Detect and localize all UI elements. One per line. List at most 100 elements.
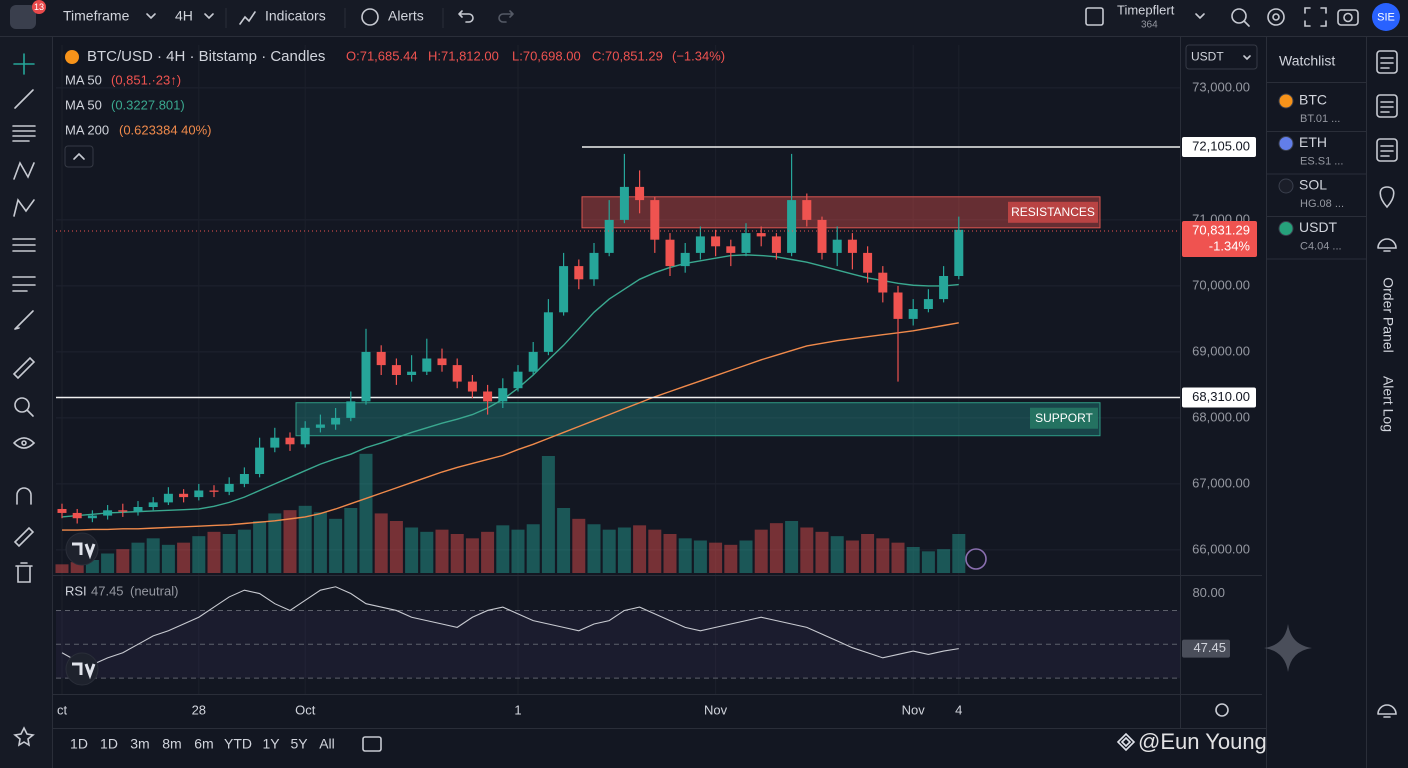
drawing-tool[interactable]	[13, 161, 35, 180]
x-tick-label: Oct	[295, 702, 316, 717]
candle-body	[528, 351, 538, 372]
currency-select[interactable]	[1185, 44, 1258, 70]
watch-symbol[interactable]: BTC	[1299, 92, 1327, 108]
y-tick-label: 66,000.00	[1192, 541, 1250, 556]
volume-bar	[709, 542, 723, 573]
drawing-tool[interactable]	[16, 487, 32, 505]
volume-bar	[541, 456, 555, 573]
candle-body	[133, 507, 143, 512]
drawing-tool[interactable]	[13, 726, 35, 747]
candle-body	[103, 510, 113, 516]
order-panel-tab[interactable]: Order Panel	[1380, 277, 1396, 352]
range-button[interactable]: 3m	[130, 736, 149, 752]
range-button[interactable]: 1D	[70, 736, 88, 752]
range-button[interactable]: 6m	[194, 736, 213, 752]
indicator-name[interactable]: MA 50	[65, 97, 102, 112]
x-tick-label: Nov	[902, 702, 926, 717]
drawing-tool[interactable]	[13, 53, 35, 75]
drawing-tool[interactable]	[12, 125, 36, 142]
candle-body	[878, 272, 888, 293]
rsi-line	[61, 586, 959, 666]
assistant-sparkle[interactable]	[1264, 624, 1312, 672]
volume-bar	[648, 529, 662, 573]
volume-bar	[161, 544, 175, 573]
settings-button[interactable]	[1267, 8, 1285, 26]
volume-bar	[861, 534, 875, 573]
drawing-tool[interactable]	[14, 397, 34, 417]
app-logo[interactable]	[10, 5, 36, 29]
watch-detail: C4.04 ...	[1300, 240, 1342, 252]
candle-body	[376, 351, 386, 366]
date-range-button[interactable]	[362, 736, 382, 752]
search-button[interactable]	[1231, 8, 1247, 24]
side-button[interactable]	[1377, 238, 1397, 252]
side-glyph	[1380, 57, 1394, 69]
range-button[interactable]: 1D	[100, 736, 118, 752]
chevron	[146, 13, 156, 20]
side-button[interactable]	[1376, 50, 1398, 74]
drawing-tool[interactable]	[12, 238, 36, 252]
alerts-button[interactable]: Alerts	[388, 8, 424, 24]
volume-bar	[450, 534, 464, 573]
alert-log-tab[interactable]: Alert Log	[1380, 376, 1396, 432]
rsi-title[interactable]: RSI	[65, 583, 87, 598]
fullscreen-button[interactable]	[1304, 7, 1327, 27]
side-button[interactable]	[1379, 186, 1395, 209]
range-button[interactable]: All	[319, 736, 335, 752]
drawing-tool[interactable]	[13, 526, 35, 548]
side-button[interactable]	[1377, 704, 1397, 718]
currency-label: USDT	[1191, 50, 1224, 64]
price-change: -1.34%	[1209, 238, 1251, 253]
range-button[interactable]: 8m	[162, 736, 181, 752]
watch-symbol[interactable]: USDT	[1299, 219, 1338, 235]
candle-body	[118, 510, 128, 512]
axis-settings[interactable]	[1215, 703, 1229, 717]
range-button[interactable]: YTD	[224, 736, 252, 752]
candle-body	[300, 427, 310, 445]
watch-symbol[interactable]: ETH	[1299, 134, 1327, 150]
ohlc-open: O:71,685.44	[346, 48, 418, 63]
redo-button[interactable]	[498, 10, 514, 23]
range-button[interactable]: 5Y	[290, 736, 308, 752]
collapse-button[interactable]	[64, 145, 94, 168]
side-button[interactable]	[1376, 138, 1398, 162]
candle-body	[650, 200, 660, 240]
screenshot-button[interactable]	[1337, 9, 1359, 26]
symbol-title[interactable]: BTC/USD · 4H · Bitstamp · Candles	[87, 48, 325, 65]
candle-body	[72, 512, 82, 519]
timeframe-menu[interactable]: Timeframe	[63, 8, 130, 24]
indicators-button[interactable]: Indicators	[265, 8, 326, 24]
volume-bar	[511, 529, 525, 573]
indicator-name[interactable]: MA 50	[65, 72, 102, 87]
ohlc-low: L:70,698.00	[512, 48, 581, 63]
badge-count: 13	[34, 2, 44, 12]
drawing-tool[interactable]	[14, 89, 34, 109]
volume-bar	[526, 524, 540, 573]
volume-bar	[557, 508, 571, 573]
candle-body	[847, 239, 857, 253]
drawing-tool[interactable]	[15, 562, 33, 583]
candle-body	[224, 483, 234, 492]
chevron	[1195, 13, 1205, 20]
indicator-name[interactable]: MA 200	[65, 122, 109, 137]
undo-button[interactable]	[458, 10, 474, 23]
interval-menu[interactable]: 4H	[175, 8, 193, 24]
avatar[interactable]	[1372, 3, 1400, 31]
candle-body	[255, 447, 265, 474]
drawing-tool[interactable]	[12, 276, 36, 292]
candle-body	[270, 437, 280, 448]
drawing-tool[interactable]	[13, 198, 35, 217]
side-button[interactable]	[1376, 94, 1398, 118]
moving-average	[61, 254, 959, 518]
drawing-tool[interactable]	[14, 310, 34, 330]
drawing-tool[interactable]	[13, 437, 36, 449]
coin-icon	[1278, 221, 1294, 236]
watch-symbol[interactable]: SOL	[1299, 177, 1327, 193]
layout-icon[interactable]	[1085, 7, 1104, 26]
drawing-tool[interactable]	[12, 356, 36, 380]
scroll-to-realtime[interactable]	[965, 548, 987, 570]
range-button[interactable]: 1Y	[262, 736, 280, 752]
layout-name[interactable]: Timepflert	[1117, 2, 1175, 17]
volume-bar	[177, 542, 191, 573]
